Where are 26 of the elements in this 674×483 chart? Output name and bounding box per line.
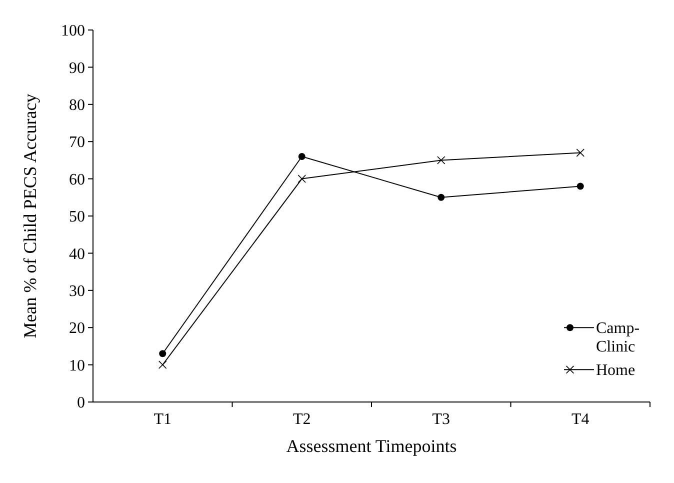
y-tick-label: 10 — [69, 357, 85, 374]
y-tick-label: 50 — [69, 208, 85, 226]
point — [437, 156, 446, 164]
y-tick-label: 70 — [69, 134, 85, 152]
x-tick-label: T3 — [432, 411, 450, 428]
point — [298, 152, 306, 160]
y-tick-label: 100 — [61, 22, 85, 40]
legend-label: Camp- Clinic — [596, 320, 640, 356]
x-tick-label: T2 — [292, 411, 311, 428]
point — [576, 182, 584, 190]
x-axis-title: Assessment Timepoints — [286, 436, 457, 456]
y-tick-label: 80 — [69, 97, 85, 114]
x-tick-label: T1 — [154, 411, 172, 428]
x-tick-label: T4 — [571, 411, 590, 428]
legend-label: Home — [596, 362, 636, 380]
y-tick-label: 60 — [69, 171, 85, 188]
y-tick-label: 30 — [69, 283, 85, 300]
point — [298, 174, 306, 183]
y-axis-title: Mean % of Child PECS Accuracy — [20, 94, 40, 338]
point — [158, 360, 167, 369]
point — [159, 350, 166, 358]
y-tick-label: 90 — [69, 60, 85, 77]
point — [438, 194, 445, 201]
y-tick-label: 20 — [69, 320, 85, 338]
y-tick-label: 40 — [69, 246, 85, 263]
y-tick-label: 0 — [77, 394, 85, 412]
